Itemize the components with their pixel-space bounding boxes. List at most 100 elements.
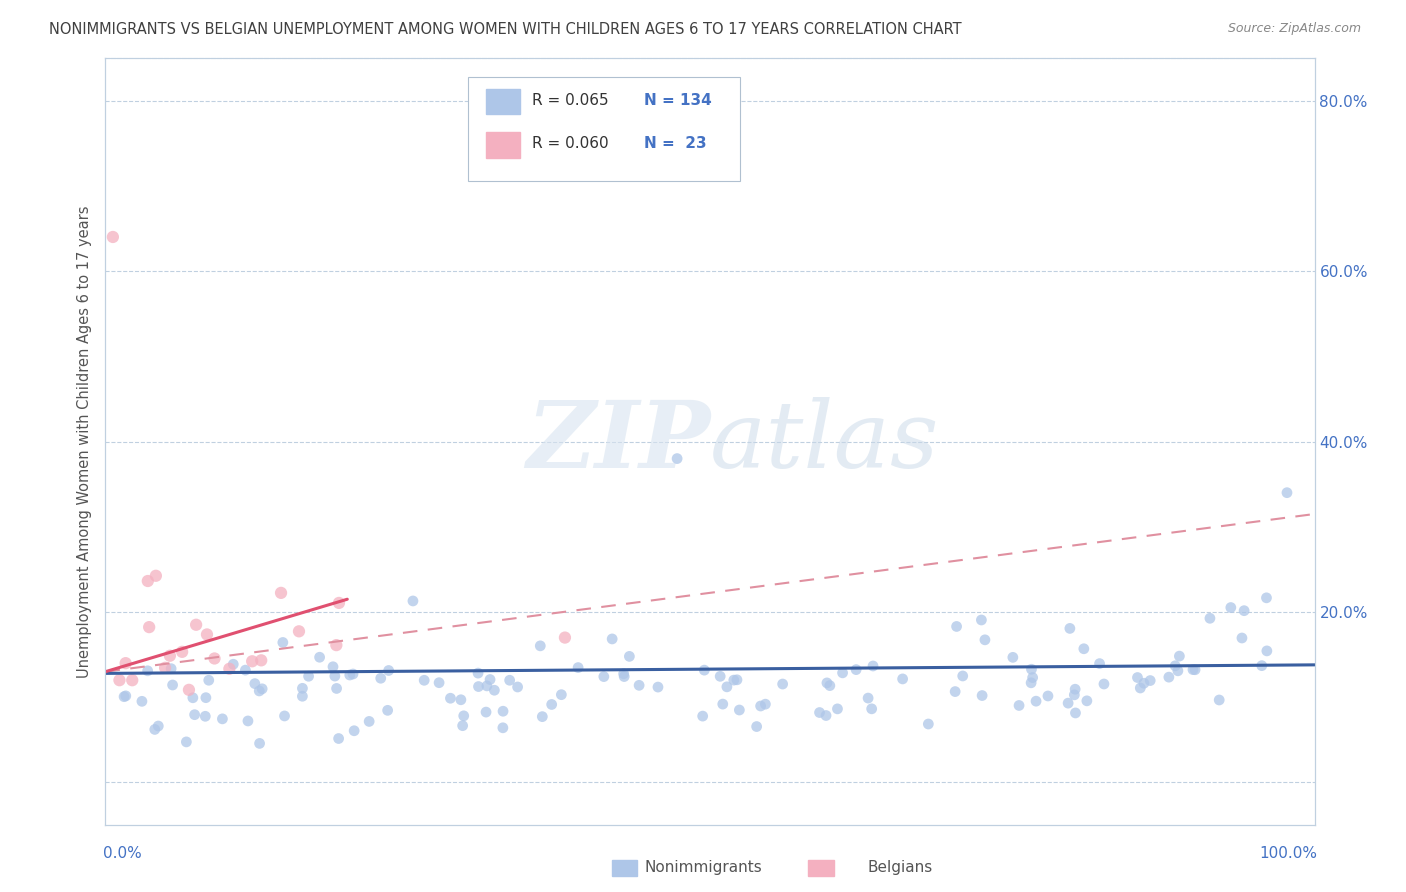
Point <box>342 667 364 681</box>
Point <box>550 688 572 702</box>
Point <box>891 672 914 686</box>
Point <box>160 662 183 676</box>
Point <box>754 697 776 711</box>
Point <box>1063 688 1085 702</box>
Point <box>1164 658 1187 673</box>
Point <box>413 673 436 688</box>
Point <box>1076 694 1098 708</box>
Point <box>749 698 772 713</box>
Text: N = 134: N = 134 <box>644 93 711 108</box>
Point <box>339 668 361 682</box>
Point <box>322 659 344 673</box>
Point <box>453 709 475 723</box>
Point <box>172 645 194 659</box>
FancyBboxPatch shape <box>468 77 741 181</box>
Point <box>1157 670 1180 684</box>
Point <box>506 680 529 694</box>
Point <box>249 736 271 750</box>
Point <box>1168 649 1191 664</box>
Point <box>240 654 263 668</box>
Point <box>136 664 159 678</box>
Point <box>1184 663 1206 677</box>
Point <box>531 709 554 723</box>
Point <box>236 714 259 728</box>
Point <box>613 666 636 681</box>
Point <box>328 731 350 746</box>
Point <box>862 659 884 673</box>
Point <box>945 619 967 633</box>
Point <box>183 707 205 722</box>
Point <box>693 663 716 677</box>
Point <box>484 683 506 698</box>
Point <box>1001 650 1024 665</box>
Point <box>974 632 997 647</box>
Point <box>711 697 734 711</box>
Point <box>554 631 576 645</box>
Point <box>108 673 131 688</box>
Point <box>377 664 399 678</box>
Point <box>860 702 883 716</box>
Point <box>197 673 219 688</box>
Point <box>323 669 346 683</box>
Point <box>195 627 218 641</box>
Point <box>288 624 311 639</box>
Text: 100.0%: 100.0% <box>1258 847 1317 862</box>
Point <box>827 702 849 716</box>
Point <box>1092 677 1115 691</box>
Point <box>1073 641 1095 656</box>
Point <box>1064 706 1087 720</box>
Point <box>204 651 226 665</box>
Point <box>815 708 838 723</box>
Point <box>138 620 160 634</box>
Point <box>475 679 498 693</box>
Text: atlas: atlas <box>710 397 939 486</box>
Point <box>211 712 233 726</box>
Point <box>402 594 425 608</box>
Point <box>148 719 170 733</box>
Y-axis label: Unemployment Among Women with Children Ages 6 to 17 years: Unemployment Among Women with Children A… <box>77 205 93 678</box>
Point <box>159 648 181 663</box>
Point <box>970 613 993 627</box>
Text: Belgians: Belgians <box>868 860 932 874</box>
Point <box>972 689 994 703</box>
Point <box>467 680 489 694</box>
Point <box>114 656 136 670</box>
Text: R = 0.065: R = 0.065 <box>533 93 609 108</box>
Point <box>1275 485 1298 500</box>
Point <box>1233 604 1256 618</box>
Point <box>194 709 217 723</box>
Point <box>177 682 200 697</box>
Point <box>1133 676 1156 690</box>
Point <box>1057 696 1080 710</box>
Point <box>592 670 614 684</box>
Point <box>250 653 273 667</box>
Point <box>101 230 124 244</box>
Point <box>271 635 294 649</box>
Point <box>1256 591 1278 605</box>
Point <box>619 649 641 664</box>
Point <box>647 680 669 694</box>
Point <box>222 657 245 672</box>
Point <box>818 679 841 693</box>
Point <box>308 650 330 665</box>
Point <box>709 669 731 683</box>
Text: ZIP: ZIP <box>526 397 710 486</box>
Point <box>250 681 273 696</box>
Point <box>808 706 831 720</box>
Point <box>270 586 292 600</box>
Point <box>1129 681 1152 695</box>
Point <box>1167 664 1189 678</box>
Point <box>1088 657 1111 671</box>
FancyBboxPatch shape <box>486 88 520 114</box>
Text: N =  23: N = 23 <box>644 136 706 152</box>
Point <box>745 720 768 734</box>
Point <box>692 709 714 723</box>
Point <box>114 689 136 703</box>
Point <box>540 698 562 712</box>
Point <box>1139 673 1161 688</box>
Point <box>291 690 314 704</box>
Point <box>1181 663 1204 677</box>
Point <box>1208 693 1230 707</box>
Point <box>328 596 350 610</box>
Point <box>450 692 472 706</box>
